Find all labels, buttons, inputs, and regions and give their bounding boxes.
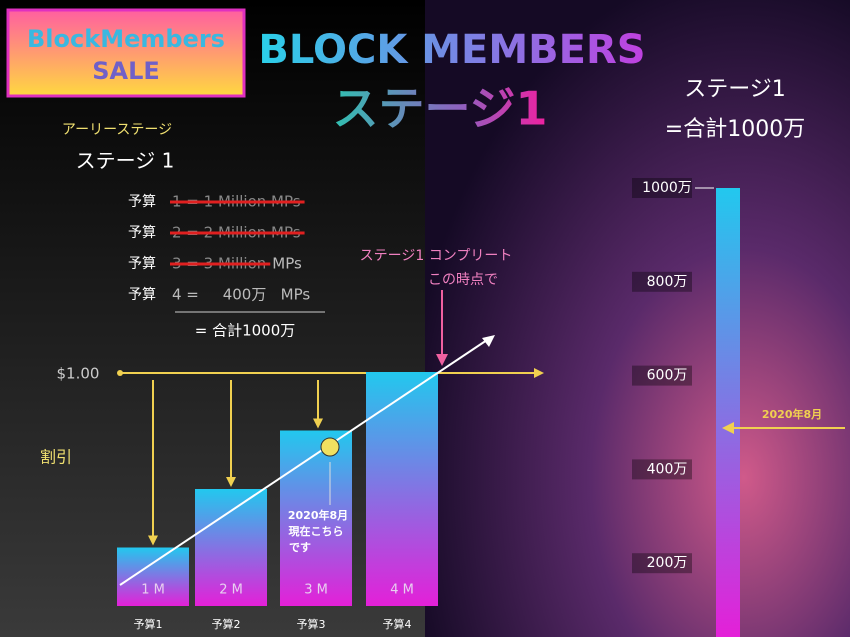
now-note: です	[289, 541, 311, 554]
bar	[195, 489, 267, 606]
bar-label: 3 M	[304, 583, 328, 598]
tick-bg	[632, 459, 692, 480]
scale: 1000万 800万 600万 400万 200万	[632, 178, 740, 637]
complete-note: ステージ1 コンプリート	[360, 248, 513, 264]
badge-text: BlockMembers	[27, 25, 225, 53]
bar-label: 2 M	[219, 583, 243, 598]
marker-label: 2020年8月	[762, 407, 822, 421]
budget-label: 予算	[128, 225, 156, 241]
early-label: アーリーステージ	[62, 122, 172, 138]
total: = 合計1000万	[195, 322, 296, 340]
budget-name: 予算3	[297, 617, 326, 631]
budget-plain: MPs	[272, 255, 302, 273]
bar	[366, 372, 438, 606]
arrow	[534, 368, 544, 378]
summary: ステージ1	[684, 77, 786, 102]
subtitle: ステージ1	[332, 82, 547, 136]
stage-label: ステージ 1	[76, 149, 175, 173]
arrow	[148, 535, 158, 546]
bars: 1 M 予算1 2 M 予算2 3 M 予算3 4 M 予算4	[117, 372, 438, 631]
budget-plain: 4 = 400万 MPs	[172, 286, 310, 304]
now-note: 現在こちら	[289, 524, 344, 538]
now-note: 2020年8月	[288, 508, 348, 522]
tick-label: 1000万	[642, 180, 692, 196]
bar-label: 4 M	[390, 583, 414, 598]
bar-label: 1 M	[141, 583, 165, 598]
budget-name: 予算1	[134, 617, 163, 631]
bar	[117, 547, 189, 606]
tick-label: 800万	[647, 274, 688, 290]
budget-label: 予算	[128, 287, 156, 303]
arrow	[722, 422, 734, 434]
complete-note: この時点で	[428, 272, 498, 288]
right-bg	[425, 0, 850, 637]
badge	[6, 8, 246, 98]
arrow	[226, 477, 236, 487]
trend-line	[119, 337, 491, 586]
arrow	[436, 354, 448, 366]
tick-bg	[632, 271, 692, 292]
summary: =合計1000万	[665, 117, 805, 142]
price-dot	[117, 370, 123, 376]
tick-bg	[632, 178, 692, 198]
discount: 割引	[40, 448, 72, 467]
arrow	[482, 335, 495, 347]
scale-bar	[716, 188, 740, 637]
tick-label: 200万	[647, 555, 688, 571]
tick-bg	[632, 365, 692, 386]
bar	[280, 430, 352, 606]
budget-name: 予算2	[212, 617, 241, 631]
budget-label: 予算	[128, 256, 156, 272]
budget-label: 予算	[128, 194, 156, 210]
now-dot	[320, 437, 340, 457]
tick-label: 600万	[647, 368, 688, 384]
title: BLOCK MEMBERS	[258, 27, 645, 73]
price: $1.00	[57, 365, 100, 383]
arrow	[313, 418, 323, 429]
badge-text: SALE	[92, 57, 160, 85]
tick-bg	[632, 553, 692, 574]
budget-name: 予算4	[383, 617, 412, 631]
tick-label: 400万	[647, 461, 688, 477]
